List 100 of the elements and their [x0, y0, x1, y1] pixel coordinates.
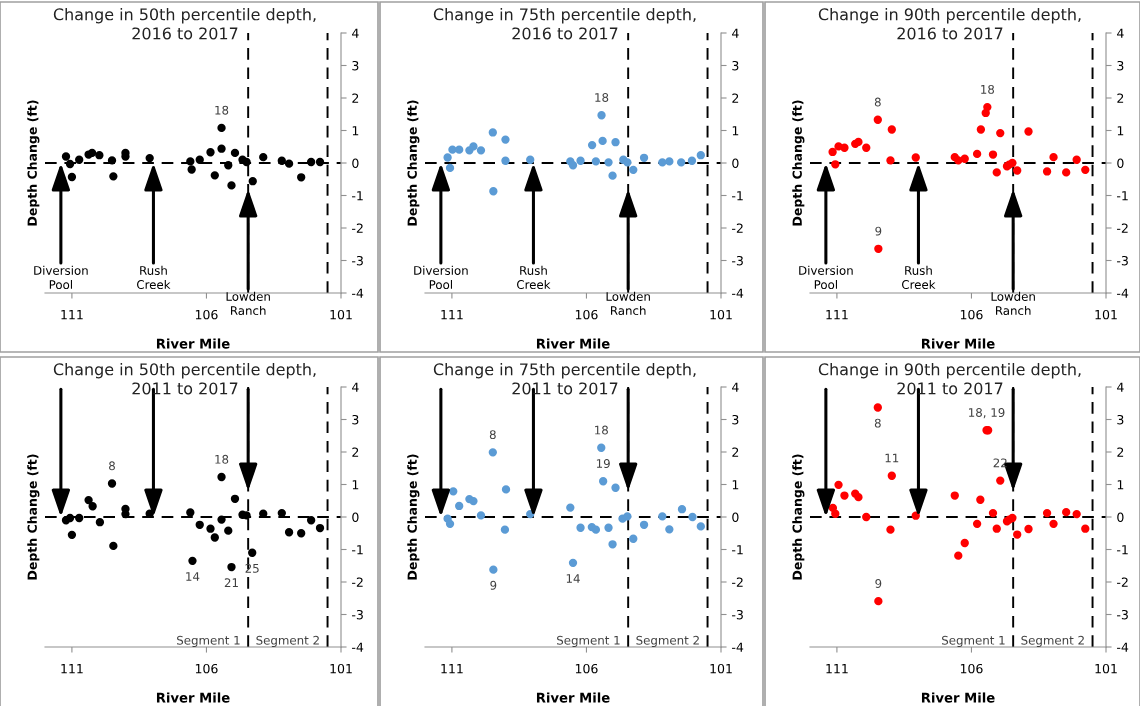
point: [87, 148, 97, 158]
x-tick-label: 101: [1095, 663, 1117, 674]
point: [75, 513, 84, 523]
point: [1062, 507, 1071, 517]
annotation: 14: [186, 572, 200, 581]
point: [911, 511, 920, 520]
point: [75, 155, 84, 164]
point: [445, 163, 455, 173]
point: [976, 125, 986, 134]
point: [840, 143, 849, 152]
point: [587, 140, 597, 150]
point: [230, 494, 240, 503]
point: [1072, 509, 1081, 519]
point: [230, 148, 240, 158]
y-tick-label: 1: [352, 126, 359, 136]
point: [611, 138, 620, 147]
annotation: Segment 1: [177, 635, 240, 647]
y-axis-title: Depth Change (ft): [407, 454, 420, 580]
y-tick-label: -1: [352, 545, 363, 555]
chart-title: Change in 75th percentile depth, 2016 to 2017: [433, 8, 696, 40]
x-tick-label: 101: [330, 663, 352, 674]
y-tick-label: 2: [1117, 93, 1124, 103]
annotation: 14: [566, 574, 580, 583]
point: [1008, 513, 1017, 523]
point: [629, 534, 638, 543]
x-tick-label: 111: [826, 664, 848, 674]
point: [284, 159, 294, 168]
y-tick-label: 3: [352, 414, 359, 425]
point: [834, 480, 843, 489]
y-tick-label: 3: [732, 414, 739, 425]
point: [658, 512, 667, 521]
point: [95, 151, 104, 160]
y-tick-label: -3: [352, 255, 363, 266]
x-tick-label: 111: [61, 664, 83, 674]
x-tick-label: 106: [575, 309, 598, 320]
y-tick-label: 1: [352, 480, 359, 490]
point: [1008, 158, 1017, 168]
y-tick-label: -2: [732, 577, 743, 587]
point: [1081, 524, 1090, 533]
x-tick-label: 111: [441, 664, 463, 674]
point: [887, 125, 896, 134]
y-tick-label: 0: [1117, 158, 1124, 168]
y-tick-label: 2: [352, 447, 359, 457]
point: [862, 143, 871, 152]
point: [576, 523, 585, 532]
x-tick-label: 101: [710, 663, 732, 674]
y-tick-label: 4: [352, 382, 359, 392]
point: [886, 156, 895, 165]
annotation: 8: [489, 430, 496, 440]
point: [996, 476, 1005, 485]
point: [224, 161, 233, 170]
annotation: Segment 1: [942, 635, 1005, 647]
point: [476, 511, 486, 520]
point: [887, 471, 896, 480]
annotation: 11: [885, 453, 899, 463]
point: [315, 523, 325, 533]
point: [195, 520, 204, 529]
point: [489, 187, 498, 196]
point: [611, 483, 620, 492]
point: [1072, 155, 1081, 164]
y-tick-label: -1: [1117, 545, 1128, 555]
y-tick-label: 1: [1117, 480, 1124, 490]
annotation: Rush Creek: [902, 265, 936, 290]
point: [277, 156, 286, 165]
chart-title: Change in 50th percentile depth, 2016 to 2017: [53, 8, 316, 40]
annotation: 9: [490, 580, 497, 590]
y-tick-label: 4: [732, 28, 739, 38]
point: [107, 479, 117, 488]
y-tick-label: -2: [1117, 577, 1128, 587]
y-tick-label: 3: [732, 60, 739, 71]
point: [566, 503, 575, 512]
point: [449, 487, 458, 496]
point: [469, 496, 478, 506]
chart-title: Change in 50th percentile depth, 2011 to 2017: [53, 363, 316, 395]
annotation: Lowden Ranch: [606, 291, 650, 316]
point: [501, 135, 510, 144]
point: [61, 152, 71, 161]
point: [248, 548, 257, 557]
y-tick-label: 1: [732, 126, 739, 136]
point: [568, 161, 578, 170]
point: [873, 115, 882, 124]
y-axis-title: Depth Change (ft): [792, 100, 805, 226]
point: [840, 491, 849, 500]
point: [488, 128, 497, 137]
point: [476, 146, 486, 155]
x-tick-label: 101: [330, 309, 352, 320]
y-tick-label: 4: [1117, 382, 1124, 392]
point: [187, 165, 196, 174]
point: [950, 491, 959, 500]
point: [604, 158, 613, 167]
point: [886, 525, 895, 534]
point: [186, 508, 195, 517]
annotation: 19: [596, 459, 610, 469]
annotation: 18, 19: [969, 408, 1005, 419]
annotation: Lowden Ranch: [226, 291, 270, 316]
point: [297, 529, 306, 538]
point: [591, 157, 601, 166]
point: [210, 171, 219, 180]
point: [1013, 530, 1022, 539]
point: [1062, 168, 1071, 177]
